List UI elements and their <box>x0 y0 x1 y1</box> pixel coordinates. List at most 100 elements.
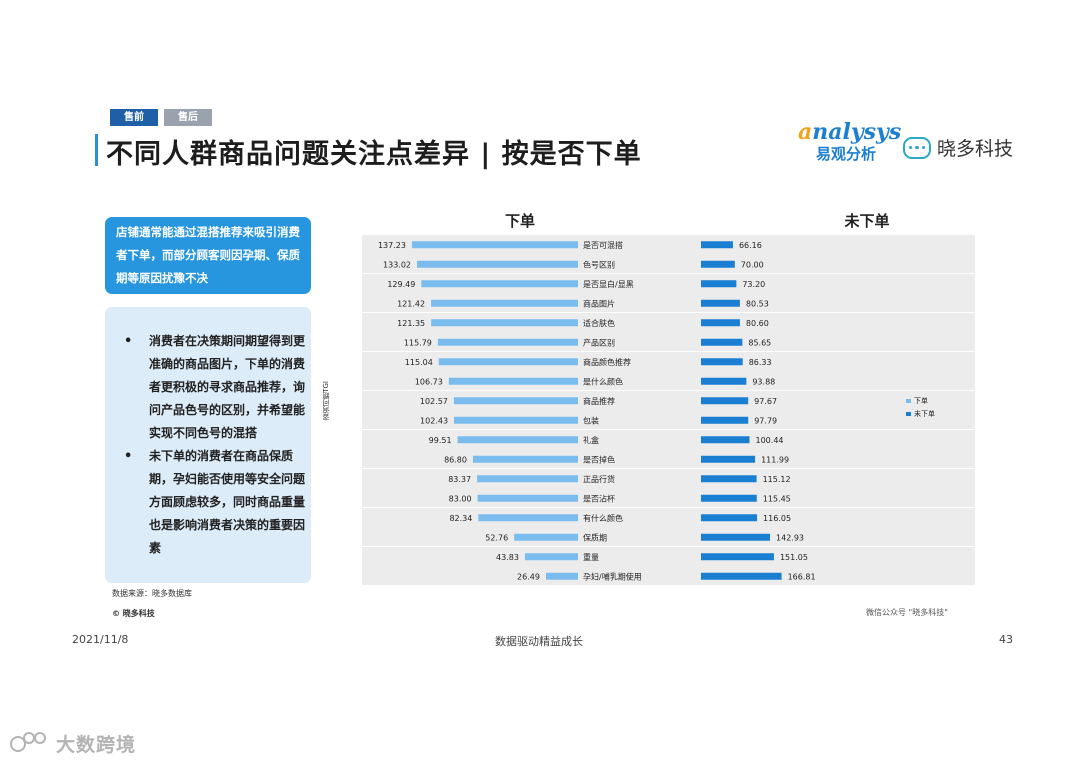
legend-label: 未下单 <box>914 409 935 418</box>
category-label: 包装 <box>583 415 599 425</box>
bar-not-ordered <box>701 338 743 346</box>
data-label-ordered: 83.00 <box>449 494 472 503</box>
bar-not-ordered <box>701 377 747 385</box>
footer-slogan: 数据驱动精益成长 <box>495 635 583 648</box>
bar-not-ordered <box>701 533 771 541</box>
data-label-not-ordered: 97.67 <box>754 397 777 406</box>
bar-ordered <box>454 416 578 424</box>
bar-not-ordered <box>701 260 735 268</box>
watermark-logo-icon <box>10 731 52 756</box>
category-label: 色号区别 <box>583 259 615 269</box>
panel-title-not-ordered: 未下单 <box>843 212 889 230</box>
bar-not-ordered <box>701 241 733 249</box>
data-source: 数据来源：晓多数据库 <box>112 589 192 598</box>
data-label-ordered: 43.83 <box>496 553 519 562</box>
bar-not-ordered <box>701 436 750 444</box>
category-label: 适合肤色 <box>583 318 615 328</box>
category-label: 正品行货 <box>583 474 615 484</box>
data-label-ordered: 52.76 <box>485 533 508 542</box>
data-label-ordered: 115.04 <box>405 358 433 367</box>
data-label-not-ordered: 73.20 <box>742 280 765 289</box>
bar-not-ordered <box>701 514 758 522</box>
bar-not-ordered <box>701 397 749 405</box>
insight-bullet: 消费者在决策期间期望得到更准确的商品图片，下单的消费者更积极的寻求商品推荐，询问… <box>117 330 305 445</box>
bar-ordered <box>431 299 578 307</box>
category-label: 有什么颜色 <box>583 513 623 523</box>
data-label-ordered: 102.57 <box>420 397 448 406</box>
title-accent-bar <box>95 134 98 166</box>
data-label-not-ordered: 80.53 <box>746 299 769 308</box>
bar-not-ordered <box>701 280 737 288</box>
data-label-ordered: 129.49 <box>387 280 415 289</box>
bar-ordered <box>438 358 578 366</box>
data-label-ordered: 83.37 <box>448 475 471 484</box>
legend-swatch <box>906 399 911 403</box>
bar-ordered <box>457 436 578 444</box>
data-label-not-ordered: 116.05 <box>763 514 791 523</box>
data-label-ordered: 121.35 <box>397 319 425 328</box>
data-label-not-ordered: 66.16 <box>739 241 762 250</box>
analysys-logo: analysys 易观分析 <box>798 119 902 163</box>
category-label: 是什么颜色 <box>583 376 623 386</box>
data-label-not-ordered: 85.65 <box>748 338 771 347</box>
category-label: 是否显白/显黑 <box>583 279 634 289</box>
page-number: 43 <box>999 633 1013 646</box>
data-label-not-ordered: 70.00 <box>741 260 764 269</box>
category-label: 商品颜色推荐 <box>583 357 631 367</box>
bar-ordered <box>524 553 578 561</box>
data-label-not-ordered: 93.88 <box>752 377 775 386</box>
tab-presale[interactable]: 售前 <box>110 109 158 126</box>
data-label-not-ordered: 86.33 <box>749 358 772 367</box>
data-label-ordered: 106.73 <box>415 377 443 386</box>
bar-not-ordered <box>701 358 743 366</box>
data-label-not-ordered: 111.99 <box>761 455 789 464</box>
category-label: 孕妇/哺乳期使用 <box>583 571 642 581</box>
xiaoduo-logo: 晓多科技 <box>903 134 1013 161</box>
bar-ordered <box>477 494 578 502</box>
page-title: 不同人群商品问题关注点差异 | 按是否下单 <box>106 139 642 170</box>
category-label: 礼盒 <box>583 435 599 445</box>
insight-bullet: 未下单的消费者在商品保质期，孕妇能否使用等安全问题方面顾虑较多，同时商品重量也是… <box>117 445 305 560</box>
bar-not-ordered <box>701 319 740 327</box>
category-label: 是否可混搭 <box>583 240 623 250</box>
tab-aftersale[interactable]: 售后 <box>164 109 212 126</box>
data-label-ordered: 82.34 <box>449 514 472 523</box>
category-label: 是否掉色 <box>583 454 615 464</box>
highlight-box: 店铺通常能通过混搭推荐来吸引消费者下单，而部分顾客则因孕期、保质期等原因扰豫不决 <box>105 217 311 294</box>
data-label-ordered: 121.42 <box>397 299 425 308</box>
bar-not-ordered <box>701 475 757 483</box>
bar-ordered <box>477 475 578 483</box>
data-label-not-ordered: 80.60 <box>746 319 769 328</box>
bar-not-ordered <box>701 416 749 424</box>
copyright: © 晓多科技 <box>112 609 155 618</box>
bar-ordered <box>448 377 578 385</box>
bar-ordered <box>421 280 578 288</box>
data-label-not-ordered: 151.05 <box>780 553 808 562</box>
bar-ordered <box>453 397 578 405</box>
category-label: 是否沾杯 <box>583 493 615 503</box>
data-label-ordered: 26.49 <box>517 572 540 581</box>
bar-ordered <box>545 572 578 580</box>
bar-not-ordered <box>701 553 774 561</box>
watermark: 大数跨境 <box>10 730 136 757</box>
category-label: 保质期 <box>583 532 607 542</box>
category-label: 重量 <box>583 552 599 562</box>
data-label-ordered: 99.51 <box>429 436 452 445</box>
bar-ordered <box>437 338 578 346</box>
row-band <box>362 508 975 546</box>
category-label: 产品区别 <box>583 337 615 347</box>
row-band <box>362 547 975 585</box>
bar-ordered <box>411 241 578 249</box>
footer-date: 2021/11/8 <box>72 633 129 646</box>
data-label-ordered: 115.79 <box>404 338 432 347</box>
panel-title-ordered: 下单 <box>505 212 535 230</box>
category-label: 商品推荐 <box>583 396 615 406</box>
data-label-not-ordered: 142.93 <box>776 533 804 542</box>
legend-swatch <box>906 412 911 416</box>
bar-ordered <box>417 260 578 268</box>
data-label-ordered: 86.80 <box>444 455 467 464</box>
data-label-not-ordered: 115.12 <box>763 475 791 484</box>
wechat-account: 微信公众号 "晓多科技" <box>866 608 948 617</box>
data-label-ordered: 102.43 <box>420 416 448 425</box>
